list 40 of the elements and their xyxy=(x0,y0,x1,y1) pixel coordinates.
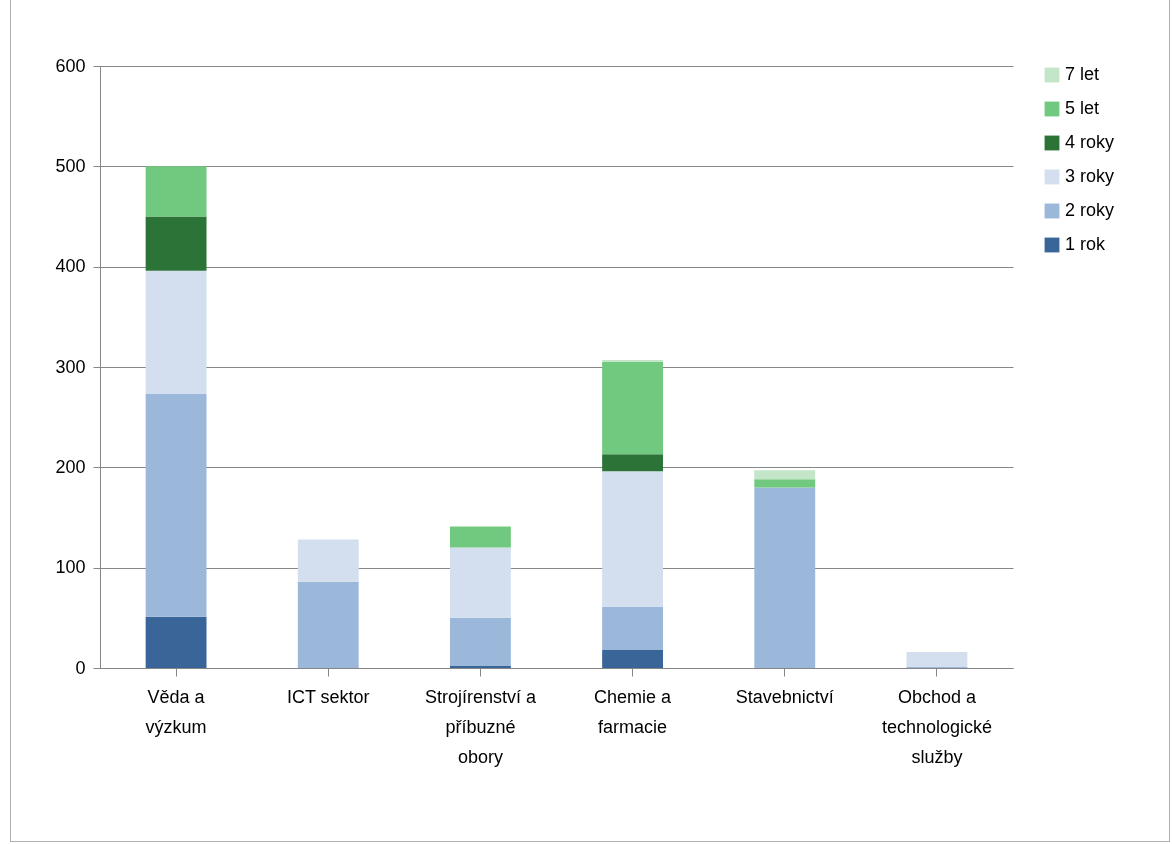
bar xyxy=(145,166,207,217)
bar xyxy=(449,526,511,548)
legend-label: 7 let xyxy=(1065,64,1100,84)
bar xyxy=(906,651,968,667)
y-tick-label: 500 xyxy=(55,155,86,176)
y-tick-label: 100 xyxy=(55,557,86,578)
legend-label: 3 roky xyxy=(1065,166,1115,186)
bar xyxy=(145,216,207,271)
x-tick-label: ICT sektor xyxy=(286,686,370,707)
legend-label: 4 roky xyxy=(1065,132,1115,152)
y-tick-label: 300 xyxy=(55,356,86,377)
x-tick-label: Chemie a farmacie xyxy=(594,686,673,737)
bar xyxy=(449,617,511,666)
bar xyxy=(602,361,664,455)
y-tick-label: 600 xyxy=(55,55,86,76)
bar xyxy=(449,665,511,668)
bar xyxy=(145,394,207,617)
bar xyxy=(297,581,359,668)
bar xyxy=(602,471,664,607)
legend-label: 5 let xyxy=(1065,98,1100,118)
bar xyxy=(602,454,664,472)
bar xyxy=(297,539,359,582)
x-tick-label: Obchod a technologické služby xyxy=(881,686,992,767)
bar xyxy=(602,649,664,668)
x-tick-label: Strojírenství a příbuzné obory xyxy=(424,686,537,767)
bar xyxy=(602,606,664,650)
x-tick-label: Věda a výzkum xyxy=(145,686,207,737)
bar xyxy=(449,547,511,618)
y-tick-label: 0 xyxy=(75,657,86,678)
bar xyxy=(754,479,816,488)
x-tick-label: Stavebnictví xyxy=(735,686,834,707)
bar xyxy=(754,487,816,668)
bar xyxy=(602,359,664,362)
y-tick-label: 200 xyxy=(55,456,86,477)
legend-label: 2 roky xyxy=(1065,200,1115,220)
bar xyxy=(145,270,207,395)
legend-label: 1 rok xyxy=(1065,234,1107,254)
y-tick-label: 400 xyxy=(55,256,86,277)
bar xyxy=(145,616,207,668)
bar xyxy=(754,470,816,480)
